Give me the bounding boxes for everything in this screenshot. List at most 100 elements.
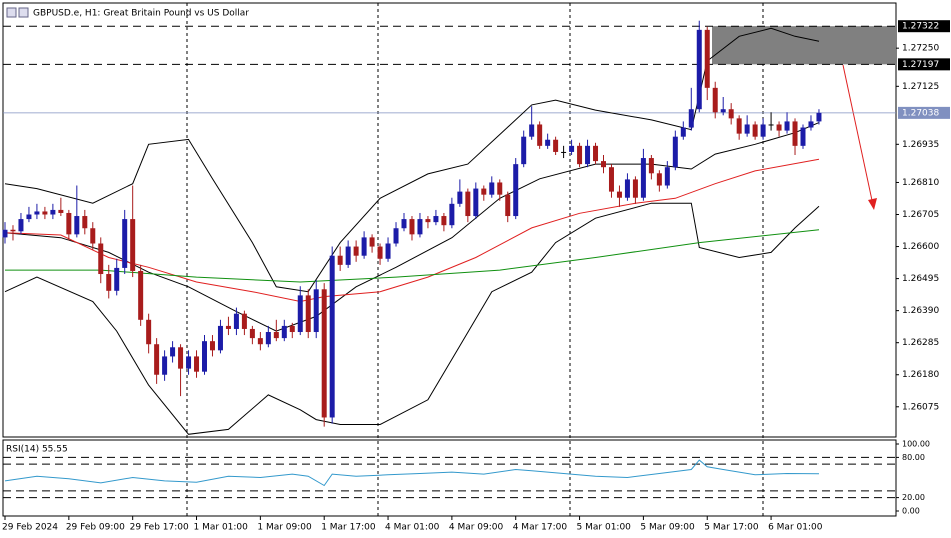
candle-body — [561, 151, 567, 153]
candle-body — [82, 216, 88, 229]
candle-body — [569, 145, 575, 152]
candle-body — [66, 212, 72, 235]
candle-body — [401, 219, 407, 229]
title-icon — [6, 7, 17, 18]
candle-body — [202, 341, 207, 372]
candle-body — [42, 211, 48, 215]
x-tick-label: 29 Feb 2024 — [2, 523, 58, 533]
candle-body — [640, 158, 646, 198]
candle-body — [728, 109, 734, 119]
candle-body — [585, 145, 591, 165]
candle-body — [449, 203, 455, 226]
rsi-panel-frame — [2, 439, 897, 517]
candle-body — [632, 179, 638, 198]
candle-body — [265, 332, 271, 345]
candle-body — [170, 347, 176, 357]
candle-body — [122, 219, 128, 268]
candle-body — [162, 356, 168, 375]
candle-body — [369, 237, 375, 247]
y-tick-label: 1.27125 — [902, 82, 939, 92]
candle-body — [74, 216, 80, 235]
rsi-tick-label: 80.00 — [902, 453, 925, 462]
indicator-line — [4, 158, 820, 303]
x-tick-label: 6 Mar 01:00 — [768, 523, 823, 533]
zone — [712, 26, 896, 65]
candle-body — [50, 209, 56, 215]
candle-body — [345, 246, 351, 265]
candle-body — [106, 274, 112, 291]
x-tick-label: 4 Mar 01:00 — [385, 523, 440, 533]
candle-body — [696, 29, 702, 110]
candle-body — [768, 124, 774, 126]
candle-body — [776, 124, 782, 131]
candle-body — [281, 325, 287, 339]
candle-body — [130, 219, 136, 271]
candle-body — [194, 356, 200, 372]
candle-body — [784, 121, 790, 131]
candle-body — [688, 109, 694, 128]
candle-body — [321, 289, 327, 418]
candle-body — [138, 270, 144, 320]
candle-body — [273, 332, 279, 339]
y-tick-label: 1.26600 — [902, 242, 939, 252]
candle-body — [313, 289, 319, 333]
candle-body — [353, 246, 359, 256]
x-tick-label: 5 Mar 09:00 — [640, 523, 695, 533]
candle-body — [601, 161, 606, 168]
candle-body — [305, 295, 311, 333]
x-tick-label: 1 Mar 09:00 — [257, 523, 312, 533]
level-label: 1.27322 — [902, 22, 939, 32]
candle-body — [704, 29, 710, 88]
candle-body — [457, 191, 463, 204]
candle-body — [808, 121, 814, 128]
candle-body — [58, 209, 64, 213]
x-tick-label: 1 Mar 01:00 — [194, 523, 249, 533]
candle-body — [553, 139, 559, 152]
indicator-line — [4, 122, 820, 332]
level-label: 1.27197 — [902, 60, 939, 70]
candle-body — [608, 167, 614, 192]
candle-body — [114, 267, 120, 291]
x-tick-label: 5 Mar 17:00 — [704, 523, 759, 533]
indicator-line — [4, 202, 820, 435]
level-label-box — [898, 58, 950, 71]
candle-body — [377, 246, 383, 259]
candle-body — [624, 179, 630, 198]
candle-body — [257, 338, 263, 345]
candle-body — [337, 255, 343, 265]
y-tick-label: 1.26495 — [902, 274, 939, 284]
candle-body — [329, 255, 335, 418]
rsi-label: RSI(14) 55.55 — [6, 445, 68, 455]
candle-body — [385, 243, 391, 259]
candle-body — [505, 194, 511, 217]
candle-body — [425, 219, 431, 223]
candle-body — [648, 158, 654, 174]
candle-body — [537, 124, 543, 146]
x-tick-label: 4 Mar 17:00 — [513, 523, 568, 533]
candle-body — [760, 124, 766, 137]
rsi-tick-label: 0.00 — [902, 507, 920, 516]
candle-body — [417, 219, 423, 235]
main-panel-frame — [2, 2, 897, 438]
candle-body — [289, 325, 295, 333]
candle-body — [577, 145, 583, 165]
candle-body — [409, 219, 415, 235]
x-tick-label: 29 Feb 17:00 — [130, 523, 189, 533]
candle-body — [241, 313, 247, 329]
candle-body — [249, 328, 255, 339]
candle-body — [473, 188, 479, 217]
candle-body — [545, 139, 551, 146]
candle-body — [497, 182, 503, 195]
candle-body — [513, 164, 519, 217]
candle-body — [744, 124, 750, 134]
candle-body — [178, 347, 184, 369]
candle-body — [752, 124, 758, 137]
candle-body — [217, 325, 223, 351]
x-tick-label: 1 Mar 17:00 — [321, 523, 376, 533]
annotation-arrow — [842, 64, 874, 206]
rsi-line — [4, 459, 820, 487]
candle-body — [90, 228, 96, 244]
y-tick-label: 1.26285 — [902, 338, 939, 348]
candle-body — [225, 325, 231, 329]
